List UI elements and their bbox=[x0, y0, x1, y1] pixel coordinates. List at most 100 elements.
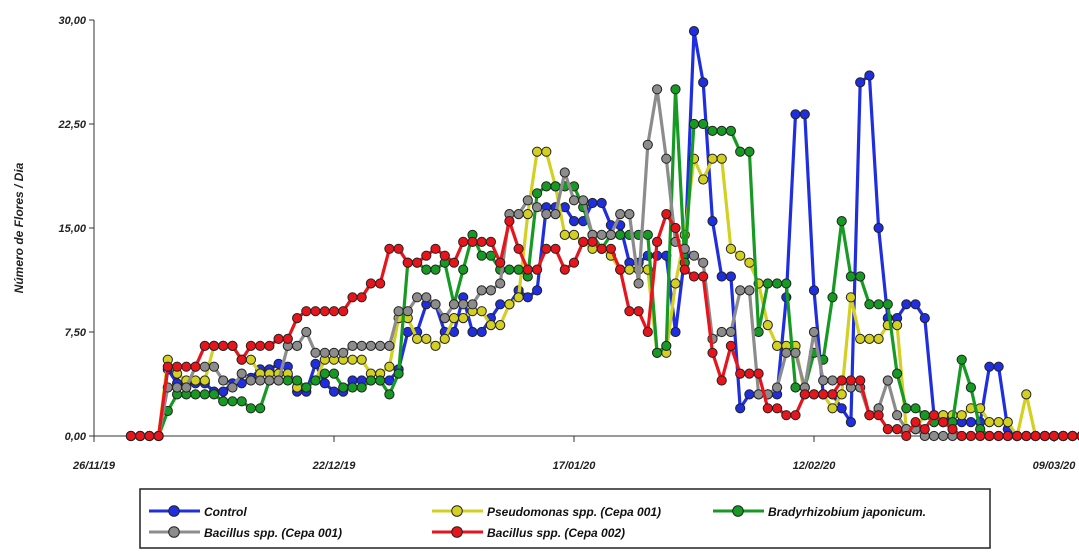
data-point bbox=[301, 382, 312, 393]
data-point bbox=[365, 375, 376, 386]
data-point bbox=[338, 347, 349, 358]
data-point bbox=[199, 340, 210, 351]
data-point bbox=[661, 340, 672, 351]
data-point bbox=[495, 320, 506, 331]
data-point bbox=[236, 368, 247, 379]
data-point bbox=[513, 264, 524, 275]
data-point bbox=[688, 118, 700, 130]
data-point bbox=[218, 386, 229, 397]
data-point bbox=[559, 229, 570, 240]
data-point bbox=[772, 382, 783, 393]
data-point bbox=[522, 195, 533, 206]
data-point bbox=[762, 278, 773, 289]
data-point bbox=[596, 243, 607, 254]
legend-label-pseudomonas: Pseudomonas spp. (Cepa 001) bbox=[487, 505, 661, 519]
data-point bbox=[633, 278, 644, 289]
data-point bbox=[919, 313, 930, 324]
data-point bbox=[615, 209, 626, 220]
series-4 bbox=[125, 84, 1079, 442]
data-point bbox=[928, 430, 940, 442]
data-point bbox=[458, 236, 469, 247]
data-point bbox=[744, 285, 755, 296]
legend-label-control: Control bbox=[204, 505, 247, 519]
data-point bbox=[892, 424, 903, 435]
data-point bbox=[790, 382, 801, 393]
data-point bbox=[661, 153, 672, 164]
legend-item-bacillus-001: Bacillus spp. (Cepa 001) bbox=[149, 526, 342, 540]
data-point bbox=[836, 389, 847, 400]
data-point bbox=[476, 326, 487, 338]
data-point bbox=[707, 216, 718, 227]
data-point bbox=[698, 257, 709, 268]
data-point bbox=[310, 358, 321, 369]
data-point bbox=[808, 285, 820, 296]
data-point bbox=[670, 326, 681, 338]
data-point bbox=[808, 326, 820, 338]
data-point bbox=[965, 382, 977, 393]
data-point bbox=[956, 430, 967, 442]
series-2 bbox=[125, 146, 1079, 442]
data-point bbox=[753, 368, 764, 379]
data-point bbox=[467, 326, 478, 338]
data-point bbox=[467, 236, 478, 247]
data-point bbox=[458, 313, 469, 324]
legend-label-bacillus-001: Bacillus spp. (Cepa 001) bbox=[204, 526, 342, 540]
data-point bbox=[264, 340, 275, 351]
x-ticks: 26/11/19 22/12/19 17/01/20 12/02/20 09/03/20 bbox=[72, 436, 1076, 472]
data-point bbox=[735, 250, 746, 261]
legend-marker-control bbox=[168, 505, 180, 517]
data-point bbox=[190, 389, 201, 400]
data-point bbox=[855, 271, 866, 282]
data-point bbox=[892, 320, 903, 331]
data-point bbox=[790, 109, 801, 120]
data-point bbox=[430, 299, 441, 310]
data-point bbox=[624, 209, 635, 220]
data-point bbox=[375, 375, 386, 386]
legend-item-pseudomonas: Pseudomonas spp. (Cepa 001) bbox=[432, 505, 661, 519]
data-point bbox=[550, 209, 561, 220]
data-point bbox=[1048, 430, 1060, 442]
data-point bbox=[716, 271, 727, 282]
data-point bbox=[965, 417, 977, 428]
data-point bbox=[698, 271, 709, 282]
data-point bbox=[365, 278, 376, 289]
x-tick-label: 12/02/20 bbox=[793, 460, 837, 472]
legend-marker-bradyrhizobium bbox=[732, 505, 744, 517]
data-point bbox=[319, 368, 330, 379]
series-line bbox=[130, 150, 1079, 438]
data-point bbox=[679, 264, 690, 275]
data-point bbox=[245, 340, 256, 351]
data-point bbox=[522, 209, 533, 220]
data-point bbox=[393, 368, 404, 379]
data-point bbox=[218, 396, 229, 407]
data-point bbox=[1067, 430, 1078, 442]
legend-item-control: Control bbox=[149, 505, 247, 519]
data-point bbox=[808, 389, 820, 400]
data-point bbox=[596, 229, 607, 240]
data-point bbox=[402, 306, 413, 317]
x-tick-label: 17/01/20 bbox=[553, 460, 597, 472]
data-point bbox=[273, 375, 284, 386]
data-point bbox=[799, 109, 810, 120]
data-point bbox=[208, 389, 220, 400]
data-point bbox=[790, 347, 801, 358]
data-point bbox=[181, 382, 192, 393]
data-point bbox=[541, 181, 552, 192]
data-point bbox=[855, 333, 866, 344]
y-axis-title: Número de Flores / Dia bbox=[12, 162, 26, 293]
data-point bbox=[772, 340, 783, 351]
data-point bbox=[125, 430, 136, 442]
data-point bbox=[375, 340, 386, 351]
data-point bbox=[947, 424, 958, 435]
data-point bbox=[412, 333, 423, 344]
data-point bbox=[993, 361, 1004, 372]
data-point bbox=[356, 382, 367, 393]
data-point bbox=[402, 257, 413, 268]
data-point bbox=[836, 375, 847, 386]
data-point bbox=[236, 396, 247, 407]
data-point bbox=[744, 146, 755, 157]
data-point bbox=[458, 299, 469, 310]
data-point bbox=[384, 389, 395, 400]
data-point bbox=[356, 340, 367, 351]
data-point bbox=[725, 326, 737, 338]
